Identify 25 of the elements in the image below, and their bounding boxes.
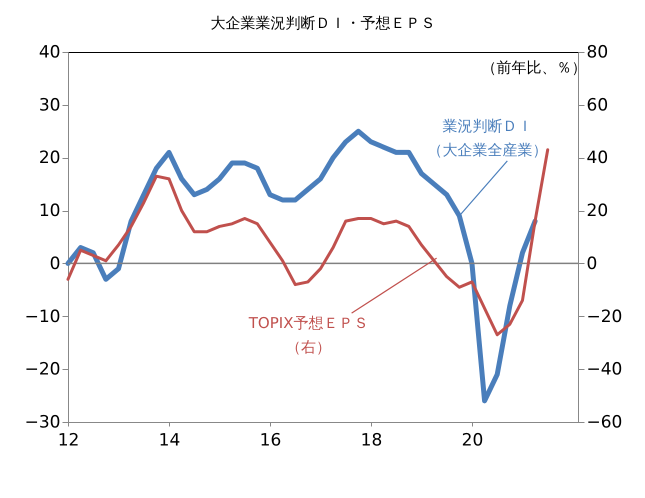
y-tick-label: 0: [50, 254, 60, 274]
x-tick-label: 12: [58, 430, 80, 450]
x-tick-label: 20: [462, 430, 484, 450]
x-tick-label: 14: [158, 430, 180, 450]
y2-tick-label: 60: [586, 95, 608, 116]
y2-tick-label: 40: [586, 148, 608, 168]
y2-axis-title: （前年比、％）: [482, 58, 586, 76]
y2-tick-label: −40: [586, 360, 622, 380]
y2-tick-label: −20: [586, 306, 622, 327]
y2-tick-label: 80: [586, 42, 608, 62]
y-tick-label: 10: [38, 201, 60, 222]
y-tick-label: 30: [38, 95, 60, 116]
y-tick-label: −30: [24, 412, 60, 432]
x-tick-label: 18: [360, 430, 382, 450]
y-tick-label: −10: [24, 306, 60, 327]
y-tick-label: −20: [24, 360, 60, 380]
annotation: TOPIX予想ＥＰＳ（右）: [248, 314, 368, 356]
y2-tick-label: 20: [586, 201, 608, 222]
x-tick-label: 16: [260, 430, 282, 450]
y2-tick-label: −60: [586, 412, 622, 432]
y2-tick-label: 0: [586, 254, 598, 274]
y-tick-label: 20: [38, 148, 60, 168]
annotation: 業況判断ＤＩ（大企業全産業）: [427, 116, 548, 159]
y-tick-label: 40: [38, 42, 60, 62]
chart-title: 大企業業況判断ＤＩ・予想ＥＰＳ: [210, 14, 436, 32]
